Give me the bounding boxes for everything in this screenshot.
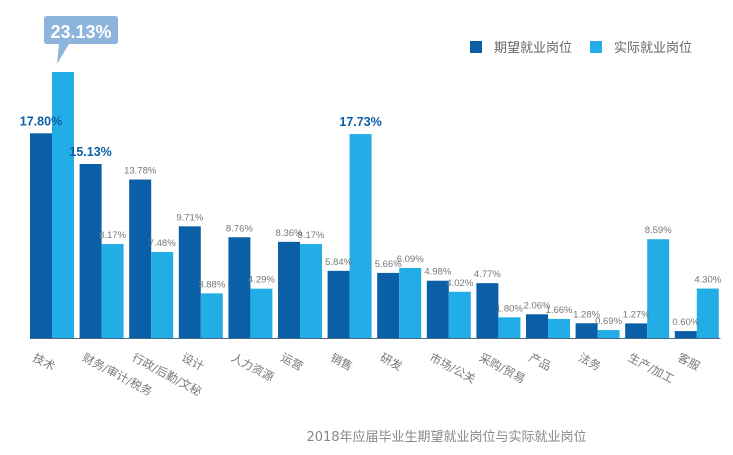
value-label-actual: 0.69%	[595, 316, 622, 327]
bar-expected[interactable]	[377, 272, 400, 338]
value-labels-layer: 17.80% 23.13% 15.13% 8.17% 13.78% 7.48% 9.71% 3…	[20, 16, 722, 328]
bar-actual[interactable]	[300, 244, 322, 338]
bar-expected[interactable]	[79, 164, 102, 338]
category-label: 生产/加工	[626, 350, 677, 386]
value-label-actual: 8.59%	[645, 225, 672, 236]
value-label-actual: 4.30%	[694, 275, 721, 286]
value-label-expected: 8.36%	[276, 228, 303, 239]
legend: 期望就业岗位 实际就业岗位	[470, 37, 710, 56]
bar-actual[interactable]	[647, 239, 670, 338]
legend-label-actual: 实际就业岗位	[614, 41, 693, 56]
bar-expected[interactable]	[278, 241, 300, 338]
value-label-expected: 5.84%	[325, 257, 352, 268]
bar-expected[interactable]	[129, 179, 152, 338]
value-label-expected: 8.76%	[226, 223, 253, 234]
category-label: 市场/公关	[427, 350, 478, 386]
bar-actual[interactable]	[349, 134, 372, 338]
value-label-actual: 3.88%	[198, 279, 225, 290]
bar-actual[interactable]	[498, 317, 521, 338]
bar-expected[interactable]	[476, 283, 499, 338]
bar-actual[interactable]	[250, 288, 273, 338]
category-label: 研发	[378, 350, 405, 373]
category-label: 产品	[527, 350, 554, 373]
callout-bubble	[44, 16, 118, 64]
value-label-expected: 4.77%	[474, 269, 501, 280]
bar-actual[interactable]	[151, 251, 174, 338]
value-label-expected: 15.13%	[69, 145, 111, 159]
bar-actual[interactable]	[101, 244, 124, 338]
value-label-expected: 17.80%	[20, 114, 62, 128]
legend-item-expected[interactable]: 期望就业岗位	[470, 37, 572, 56]
bars-layer	[30, 72, 719, 338]
category-label: 技术	[31, 350, 58, 373]
value-label-expected: 4.98%	[424, 267, 451, 278]
value-label-actual: 8.17%	[99, 230, 126, 241]
category-label: 客服	[675, 350, 702, 373]
bar-actual[interactable]	[696, 288, 719, 338]
category-label: 运营	[279, 350, 306, 373]
value-label-expected: 2.06%	[524, 300, 551, 311]
bar-expected[interactable]	[327, 270, 350, 338]
value-label-actual: 4.29%	[248, 275, 275, 286]
value-label-expected: 13.78%	[124, 166, 157, 177]
bar-expected[interactable]	[526, 314, 548, 338]
bar-actual[interactable]	[399, 267, 422, 338]
bar-actual[interactable]	[448, 291, 471, 338]
value-label-actual: 4.02%	[446, 278, 473, 289]
value-label-actual: 7.48%	[149, 238, 176, 249]
bar-expected[interactable]	[178, 226, 201, 338]
bar-expected[interactable]	[30, 133, 52, 338]
category-label: 采购/贸易	[477, 350, 528, 386]
value-label-expected: 9.71%	[176, 212, 203, 223]
legend-swatch-actual	[590, 40, 603, 53]
bar-expected[interactable]	[426, 280, 449, 338]
value-label-expected: 1.27%	[623, 309, 650, 320]
value-label-expected: 1.28%	[573, 309, 600, 320]
bar-expected[interactable]	[674, 331, 697, 338]
value-label-actual: 17.73%	[339, 115, 381, 129]
value-label-actual: 1.66%	[546, 305, 573, 316]
value-label-actual: 23.13%	[50, 22, 111, 42]
value-label-expected: 5.66%	[375, 259, 402, 270]
value-label-actual: 6.09%	[397, 254, 424, 265]
bar-actual[interactable]	[597, 330, 620, 338]
category-label: 销售	[328, 350, 355, 373]
value-label-actual: 8.17%	[298, 230, 325, 241]
bar-actual[interactable]	[200, 293, 223, 338]
bar-expected[interactable]	[228, 237, 251, 338]
bar-actual[interactable]	[548, 318, 570, 338]
bar-expected[interactable]	[575, 323, 598, 338]
value-label-actual: 1.80%	[496, 303, 523, 314]
category-label: 法务	[576, 350, 603, 373]
legend-item-actual[interactable]: 实际就业岗位	[590, 37, 692, 56]
legend-swatch-expected	[470, 40, 482, 53]
legend-label-expected: 期望就业岗位	[494, 41, 573, 56]
category-label: 设计	[179, 350, 206, 373]
chart-title: 2018年应届毕业生期望就业岗位与实际就业岗位	[306, 430, 587, 445]
category-label: 人力资源	[229, 350, 277, 384]
value-label-expected: 0.60%	[672, 317, 699, 328]
bar-expected[interactable]	[625, 323, 648, 338]
bar-actual[interactable]	[52, 72, 74, 338]
